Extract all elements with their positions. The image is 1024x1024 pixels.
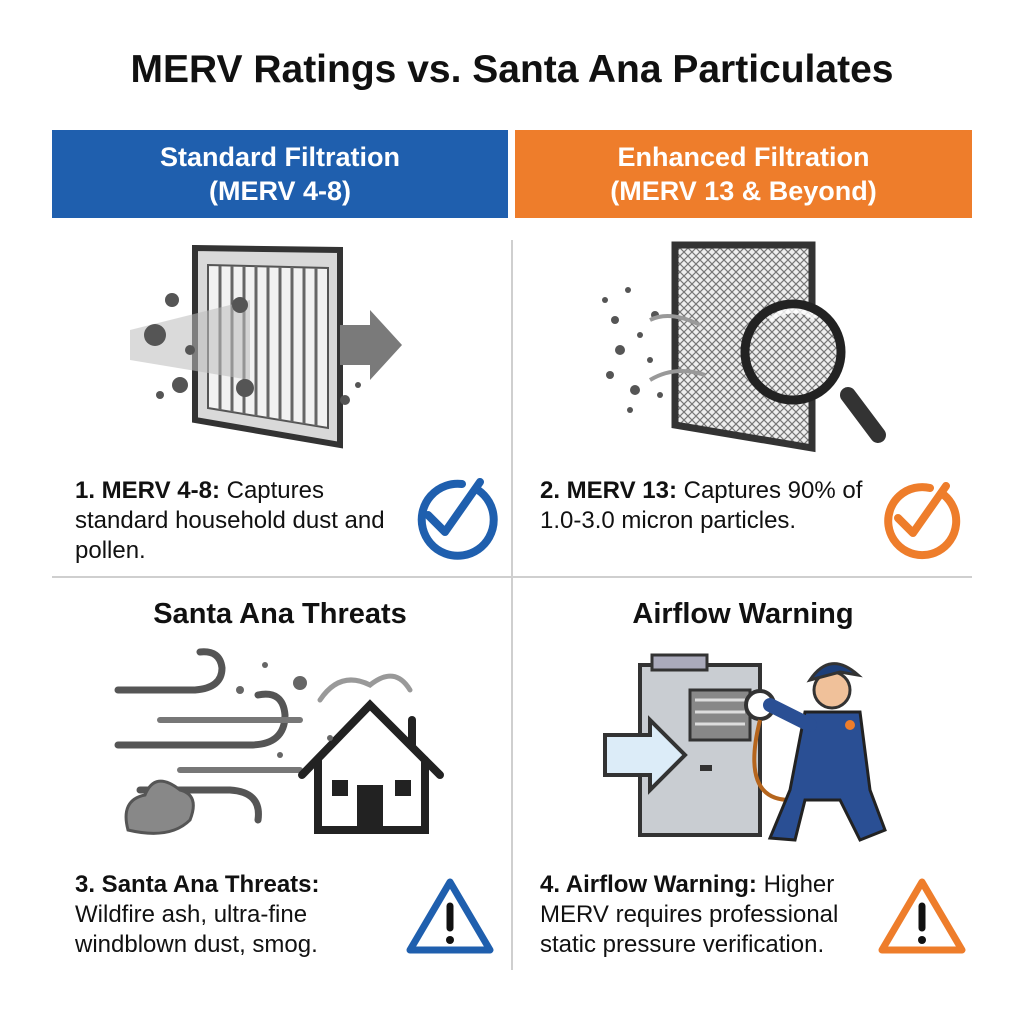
panel-heading: Santa Ana Threats bbox=[153, 598, 407, 630]
standard-filter-icon bbox=[130, 244, 402, 449]
column-header: Standard Filtration (MERV 4-8) bbox=[52, 130, 508, 218]
icon-part bbox=[845, 720, 855, 730]
panel-text: 1. MERV 4-8: Captures standard household… bbox=[75, 476, 410, 566]
dividers bbox=[52, 240, 972, 970]
icon-part bbox=[648, 314, 706, 382]
icon-part bbox=[340, 395, 350, 405]
icon-part bbox=[878, 878, 966, 954]
column-title: Standard Filtration bbox=[159, 142, 400, 172]
icon-part bbox=[840, 387, 886, 443]
icon-part bbox=[602, 297, 608, 303]
enhanced-filter-icon bbox=[602, 241, 886, 453]
icon-part bbox=[630, 385, 640, 395]
column-title: Enhanced Filtration bbox=[617, 142, 870, 172]
panel-label: 2. MERV 13: bbox=[540, 477, 677, 504]
warning-icon-orange bbox=[878, 878, 966, 954]
icon-part bbox=[144, 324, 166, 346]
icon-part bbox=[918, 936, 926, 944]
icon-part bbox=[232, 297, 248, 313]
icon-part bbox=[615, 345, 625, 355]
icon-part bbox=[144, 293, 361, 405]
icon-part bbox=[740, 299, 846, 405]
icon-part bbox=[165, 293, 179, 307]
icon-part bbox=[606, 371, 614, 379]
icon-part bbox=[293, 676, 307, 690]
column-subtitle: (MERV 4-8) bbox=[208, 176, 352, 206]
icon-part bbox=[357, 785, 383, 830]
santa-ana-icon bbox=[114, 648, 444, 835]
icon-part bbox=[806, 662, 863, 683]
icon-part bbox=[752, 719, 791, 802]
icon-part bbox=[424, 478, 484, 536]
icon-part bbox=[317, 673, 413, 703]
icon-part bbox=[894, 482, 950, 537]
icon-part bbox=[650, 653, 709, 672]
icon-part bbox=[647, 357, 653, 363]
icon-part bbox=[648, 369, 706, 382]
icon-part bbox=[611, 316, 619, 324]
check-icon-orange bbox=[884, 482, 961, 560]
panel-description: Higher MERV requires professional static… bbox=[540, 871, 839, 958]
icon-part bbox=[406, 878, 494, 954]
column-subtitle: (MERV 13 & Beyond) bbox=[610, 176, 877, 206]
icon-part bbox=[157, 717, 303, 773]
panel-description: Wildfire ash, ultra-fine windblown dust,… bbox=[75, 901, 318, 958]
panel-label: 1. MERV 4-8: bbox=[75, 477, 220, 504]
icon-part bbox=[185, 345, 195, 355]
icon-part bbox=[768, 308, 817, 322]
icon-part bbox=[277, 752, 283, 758]
icon-part bbox=[657, 392, 663, 398]
icon-part bbox=[136, 786, 262, 824]
icon-part bbox=[395, 780, 411, 796]
panel-description: Captures standard household dust and pol… bbox=[75, 477, 385, 564]
title: MERV Ratings vs. Santa Ana Particulates bbox=[130, 48, 894, 91]
panel-label: 4. Airflow Warning: bbox=[540, 871, 757, 898]
icon-part bbox=[236, 686, 244, 694]
icon-part bbox=[156, 391, 164, 399]
icon-part bbox=[637, 332, 643, 338]
icon-part bbox=[649, 314, 701, 327]
panel-description: Captures 90% of 1.0-3.0 micron particles… bbox=[540, 477, 863, 534]
icon-part bbox=[767, 710, 887, 842]
icon-part bbox=[355, 382, 361, 388]
panel-heading: Airflow Warning bbox=[632, 598, 854, 630]
icon-part bbox=[763, 698, 817, 732]
icon-part bbox=[688, 688, 752, 742]
icon-part bbox=[695, 698, 745, 726]
panel-label: 3. Santa Ana Threats: bbox=[75, 871, 320, 898]
panel-text: 3. Santa Ana Threats: Wildfire ash, ultr… bbox=[75, 870, 395, 960]
icon-part bbox=[327, 735, 333, 741]
icon-part bbox=[130, 300, 250, 380]
icon-part bbox=[172, 377, 188, 393]
icon-part bbox=[332, 780, 348, 796]
icon-part bbox=[114, 648, 289, 824]
icon-part bbox=[236, 662, 333, 758]
icon-part bbox=[446, 936, 454, 944]
warning-icon-blue bbox=[406, 878, 494, 954]
panel-text: 4. Airflow Warning: Higher MERV requires… bbox=[540, 870, 880, 960]
icon-part bbox=[262, 662, 268, 668]
icon-part bbox=[603, 715, 688, 795]
icon-part bbox=[236, 379, 254, 397]
icon-part bbox=[114, 690, 289, 749]
icon-part bbox=[124, 779, 195, 835]
icon-part bbox=[114, 648, 226, 694]
airflow-icon bbox=[603, 653, 887, 842]
icon-part bbox=[625, 287, 631, 293]
check-icon-blue bbox=[417, 478, 498, 560]
icon-part bbox=[627, 407, 633, 413]
icon-part bbox=[700, 765, 712, 771]
icon-part bbox=[340, 310, 402, 380]
panel-text: 2. MERV 13: Captures 90% of 1.0-3.0 micr… bbox=[540, 476, 875, 536]
icon-part bbox=[602, 287, 663, 413]
icon-part bbox=[417, 479, 498, 560]
icon-part bbox=[298, 699, 444, 779]
icon-part bbox=[884, 483, 961, 560]
column-header: Enhanced Filtration (MERV 13 & Beyond) bbox=[515, 130, 972, 218]
